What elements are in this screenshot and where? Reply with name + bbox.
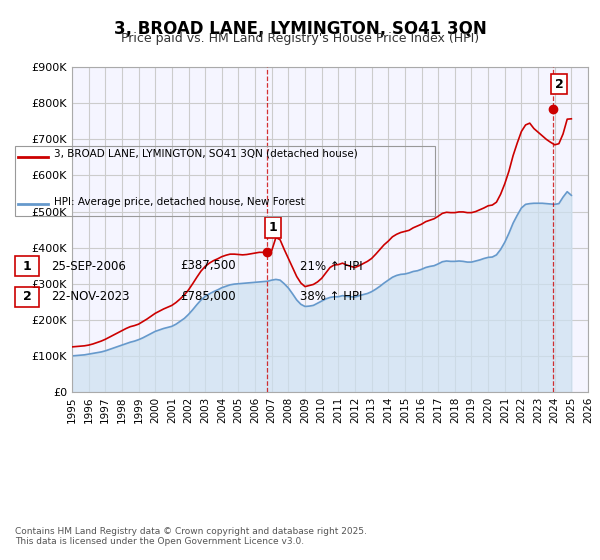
Text: Price paid vs. HM Land Registry's House Price Index (HPI): Price paid vs. HM Land Registry's House … (121, 32, 479, 45)
Text: 2: 2 (555, 78, 563, 91)
Text: 2: 2 (23, 290, 31, 304)
Text: HPI: Average price, detached house, New Forest: HPI: Average price, detached house, New … (54, 197, 305, 207)
Text: £387,500: £387,500 (180, 259, 236, 273)
Text: 3, BROAD LANE, LYMINGTON, SO41 3QN: 3, BROAD LANE, LYMINGTON, SO41 3QN (113, 20, 487, 38)
Text: £785,000: £785,000 (180, 290, 236, 304)
Text: 38% ↑ HPI: 38% ↑ HPI (300, 290, 362, 304)
Text: 1: 1 (269, 221, 278, 234)
Text: Contains HM Land Registry data © Crown copyright and database right 2025.
This d: Contains HM Land Registry data © Crown c… (15, 526, 367, 546)
Text: 1: 1 (23, 259, 31, 273)
Text: 22-NOV-2023: 22-NOV-2023 (51, 290, 130, 304)
Text: 3, BROAD LANE, LYMINGTON, SO41 3QN (detached house): 3, BROAD LANE, LYMINGTON, SO41 3QN (deta… (54, 149, 358, 159)
Text: 25-SEP-2006: 25-SEP-2006 (51, 259, 126, 273)
Text: 21% ↑ HPI: 21% ↑ HPI (300, 259, 362, 273)
